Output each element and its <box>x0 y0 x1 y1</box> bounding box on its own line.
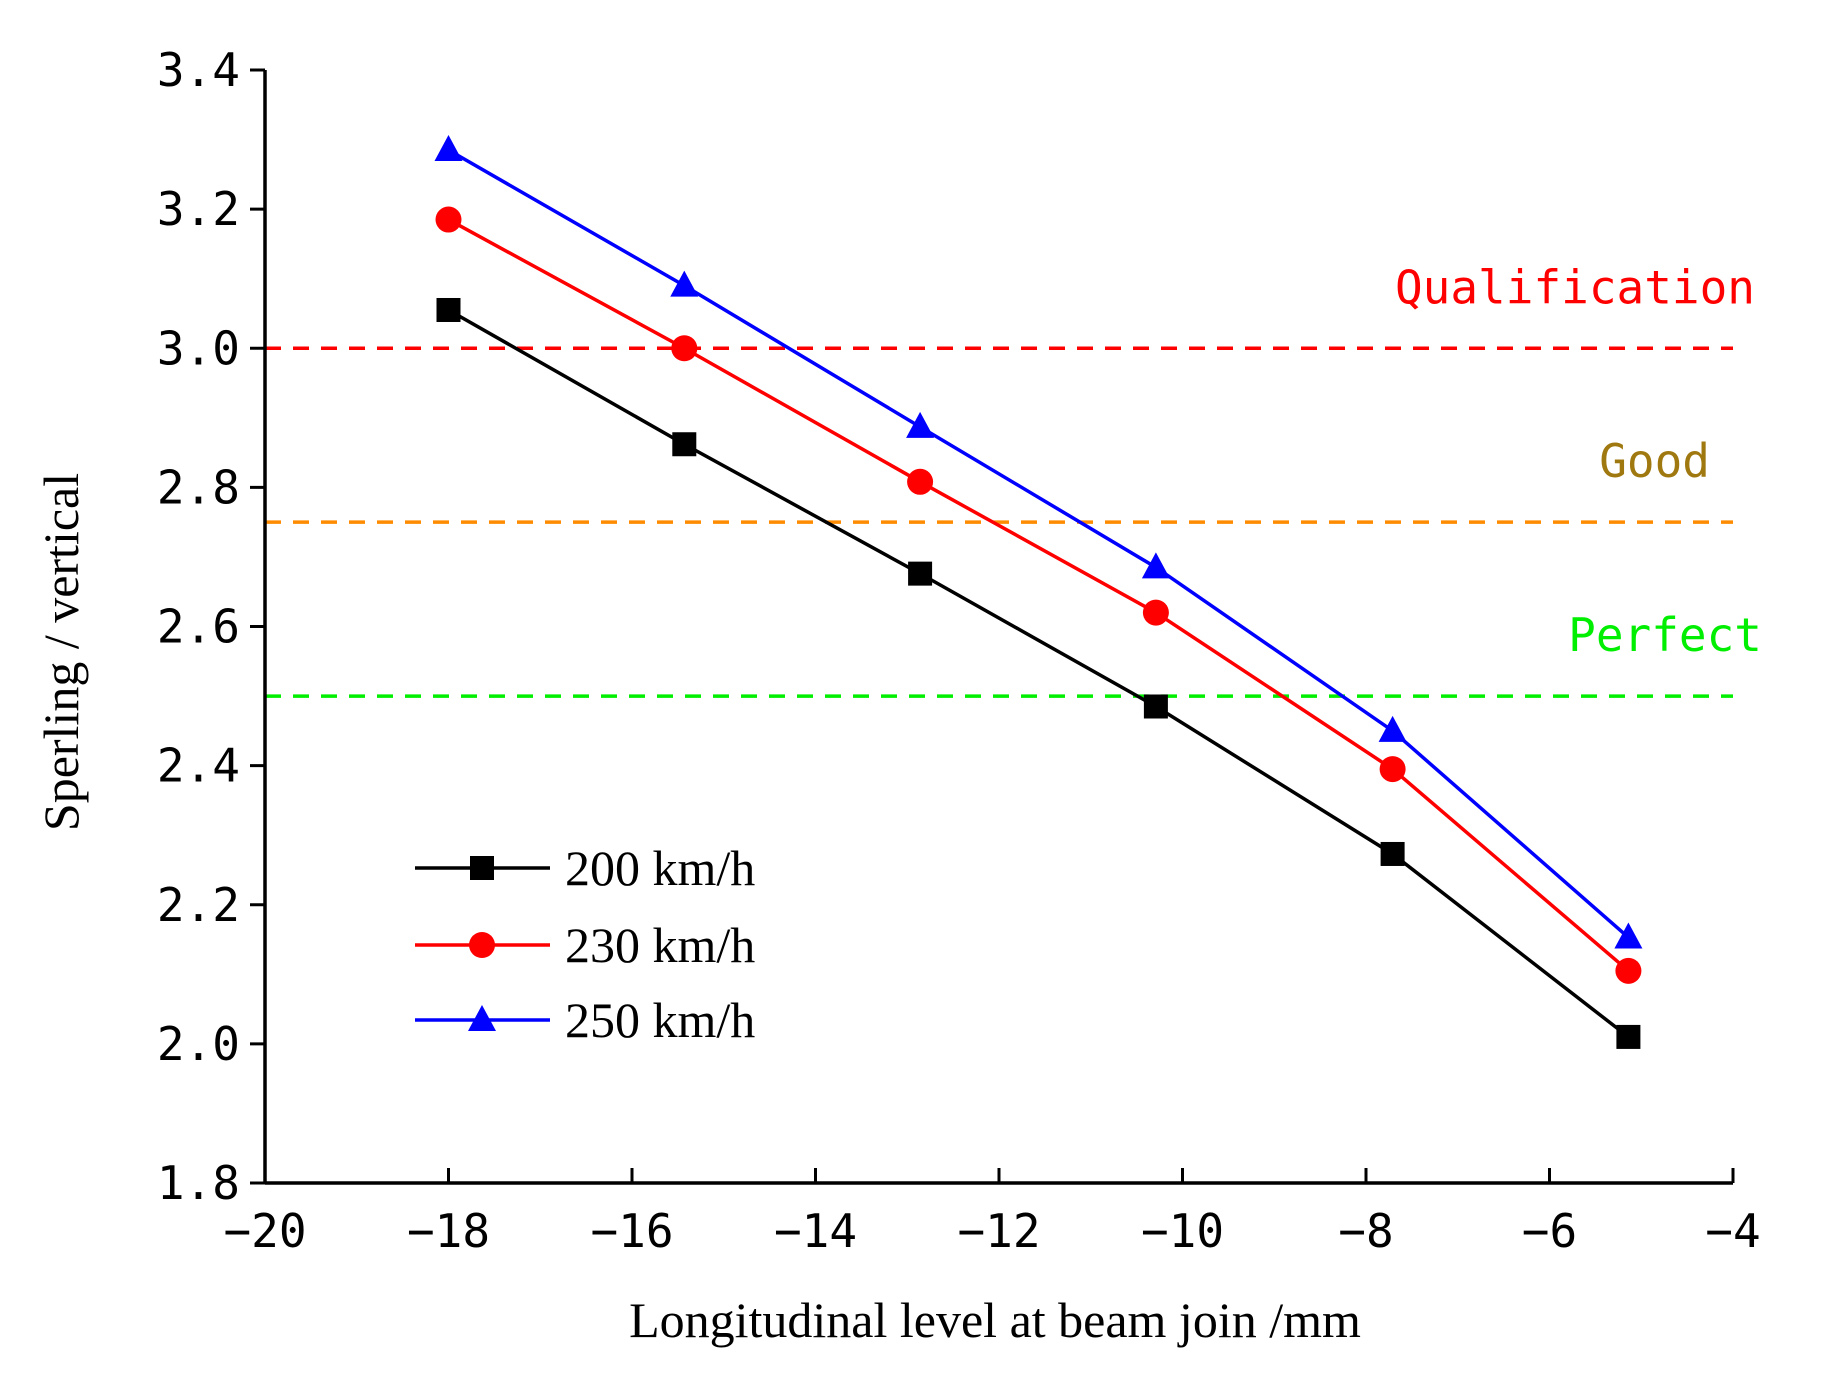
series-line-0 <box>447 308 1630 1039</box>
reference-lines: Qualification Good Perfect <box>265 260 1762 698</box>
data-point <box>1378 715 1407 742</box>
x-axis-title: Longitudinal level at beam join /mm <box>629 1292 1361 1348</box>
series-0 <box>436 297 1641 1049</box>
y-axis-title: Sperling / vertical <box>33 473 89 831</box>
legend-marker-2 <box>468 1005 496 1031</box>
series-line-2 <box>447 148 1630 939</box>
legend-marker-0 <box>470 856 494 880</box>
series-line-1 <box>447 218 1630 973</box>
data-point <box>1141 552 1170 579</box>
data-point <box>1379 756 1406 783</box>
data-point <box>1615 957 1642 984</box>
x-tick-label: −10 <box>1141 1204 1224 1258</box>
y-tick-label: 3.0 <box>157 321 240 375</box>
x-tick-label: −6 <box>1522 1204 1577 1258</box>
legend: 200 km/h 230 km/h 250 km/h <box>415 840 755 1048</box>
data-point <box>1616 1024 1641 1049</box>
data-point <box>908 561 933 586</box>
data-point <box>436 297 461 322</box>
data-point <box>907 468 934 495</box>
x-tick-label: −18 <box>407 1204 490 1258</box>
reference-label-qualification: Qualification <box>1395 260 1755 314</box>
series-1 <box>435 206 1642 984</box>
y-tick-label: 2.0 <box>157 1017 240 1071</box>
reference-label-good: Good <box>1599 434 1710 488</box>
x-tick-label: −14 <box>774 1204 857 1258</box>
data-point <box>671 335 698 362</box>
data-point <box>435 206 462 233</box>
x-tick-label: −16 <box>590 1204 673 1258</box>
data-point <box>1142 599 1169 626</box>
legend-label-0: 200 km/h <box>565 840 755 896</box>
data-point <box>1143 694 1168 719</box>
y-tick-label: 2.4 <box>157 739 240 793</box>
axes: −20 −18 −16 −14 −12 −10 −8 −6 −4 1.8 2.0 2.2 2.4 2.6 2… <box>157 43 1761 1258</box>
data-point <box>1614 922 1643 949</box>
series-2 <box>434 134 1643 949</box>
data-point <box>434 134 463 161</box>
data-point <box>1380 841 1405 866</box>
legend-label-2: 250 km/h <box>565 992 755 1048</box>
x-tick-label: −12 <box>957 1204 1040 1258</box>
y-tick-label: 3.4 <box>157 43 240 97</box>
x-tick-label: −8 <box>1338 1204 1393 1258</box>
x-tick-label: −20 <box>223 1204 306 1258</box>
data-point <box>906 411 935 438</box>
legend-marker-1 <box>469 932 495 958</box>
y-tick-label: 3.2 <box>157 182 240 236</box>
y-tick-label: 2.6 <box>157 600 240 654</box>
reference-label-perfect: Perfect <box>1568 608 1762 662</box>
series-layer <box>434 134 1643 1049</box>
x-tick-label: −4 <box>1705 1204 1760 1258</box>
data-point <box>672 432 697 457</box>
y-tick-label: 1.8 <box>157 1156 240 1210</box>
y-tick-label: 2.8 <box>157 460 240 514</box>
data-point <box>670 270 699 297</box>
legend-label-1: 230 km/h <box>565 917 755 973</box>
y-tick-label: 2.2 <box>157 878 240 932</box>
